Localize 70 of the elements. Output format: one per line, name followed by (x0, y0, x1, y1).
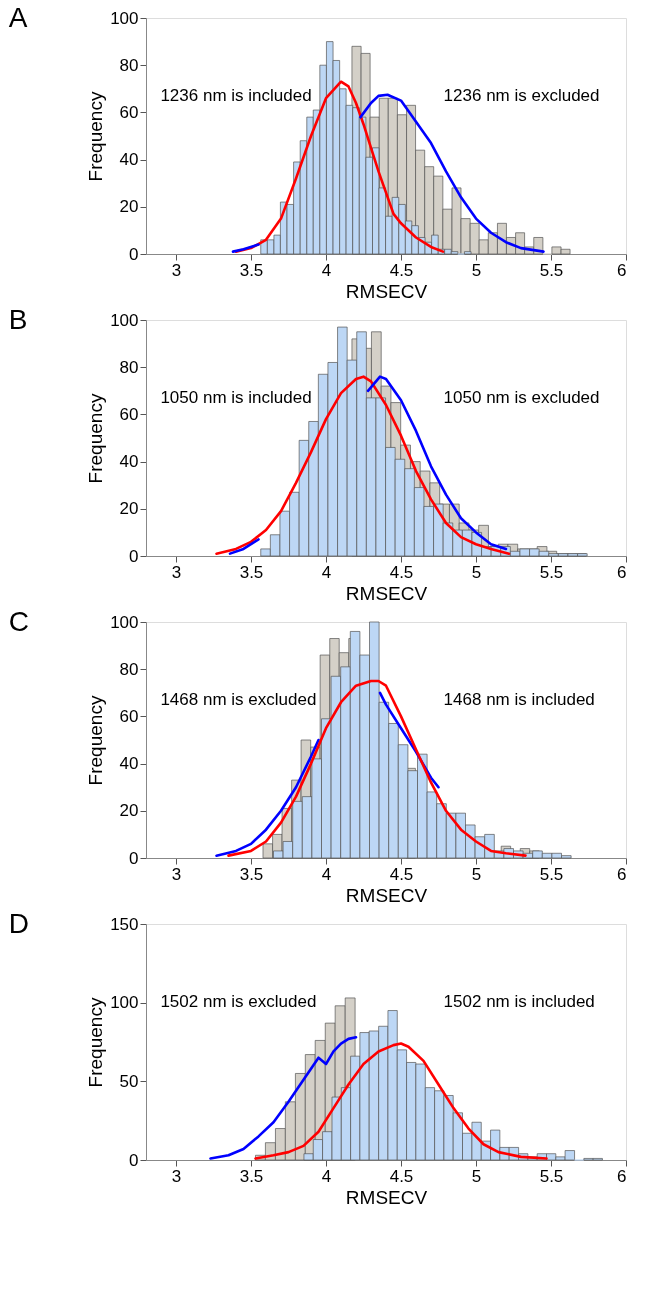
y-tick-label: 20 (119, 499, 139, 519)
y-tick-label: 0 (129, 546, 139, 566)
x-tick-label: 5.5 (539, 260, 564, 280)
x-tick-label: 4 (321, 562, 332, 582)
x-axis-title: RMSECV (345, 582, 428, 604)
y-axis-title: Frequency (85, 695, 107, 786)
y-tick-label: 0 (129, 848, 139, 868)
x-tick-label: 5 (471, 562, 482, 582)
y-axis-title: Frequency (85, 997, 107, 1088)
y-tick-label: 20 (119, 197, 139, 217)
x-tick-label: 4.5 (389, 562, 414, 582)
y-tick-label: 60 (119, 102, 139, 122)
annotation: 1236 nm is excluded (443, 85, 600, 105)
y-tick-label: 20 (119, 801, 139, 821)
x-tick-label: 3.5 (239, 1166, 264, 1186)
x-tick-label: 3.5 (239, 260, 264, 280)
y-tick-label: 40 (119, 150, 139, 170)
x-tick-label: 6 (617, 864, 627, 884)
y-axis-title: Frequency (85, 393, 107, 484)
x-tick-label: 6 (617, 562, 627, 582)
x-tick-label: 3.5 (239, 864, 264, 884)
x-tick-label: 6 (617, 260, 627, 280)
x-tick-label: 4 (321, 1166, 332, 1186)
y-tick-label: 100 (110, 612, 139, 632)
y-tick-label: 0 (129, 1150, 139, 1170)
chart-title: D (8, 908, 29, 939)
x-tick-label: 4.5 (389, 260, 414, 280)
y-tick-label: 80 (119, 357, 139, 377)
y-tick-label: 100 (110, 8, 139, 28)
y-tick-label: 60 (119, 706, 139, 726)
annotation: 1468 nm is included (443, 689, 595, 709)
x-tick-label: 5 (471, 1166, 482, 1186)
chart-title: C (8, 606, 29, 637)
x-tick-label: 4.5 (389, 864, 414, 884)
x-tick-label: 3 (171, 562, 182, 582)
y-tick-label: 100 (110, 310, 139, 330)
x-tick-label: 5.5 (539, 1166, 564, 1186)
x-tick-label: 3.5 (239, 562, 264, 582)
x-tick-label: 5 (471, 864, 482, 884)
x-axis-title: RMSECV (345, 1186, 428, 1208)
y-tick-label: 80 (119, 55, 139, 75)
x-tick-label: 5 (471, 260, 482, 280)
x-tick-label: 5.5 (539, 562, 564, 582)
annotation: 1502 nm is included (443, 991, 595, 1011)
x-tick-label: 5.5 (539, 864, 564, 884)
chart-title: B (8, 304, 28, 335)
y-tick-label: 40 (119, 452, 139, 472)
annotation: 1050 nm is included (160, 387, 312, 407)
y-tick-label: 80 (119, 659, 139, 679)
x-tick-label: 3 (171, 864, 182, 884)
annotation: 1468 nm is excluded (160, 689, 317, 709)
x-tick-label: 4 (321, 260, 332, 280)
y-tick-label: 150 (110, 914, 139, 934)
x-tick-label: 4 (321, 864, 332, 884)
annotation: 1050 nm is excluded (443, 387, 600, 407)
y-axis-title: Frequency (85, 91, 107, 182)
x-tick-label: 3 (171, 260, 182, 280)
y-tick-label: 100 (110, 993, 139, 1013)
x-axis-title: RMSECV (345, 280, 428, 302)
y-tick-label: 0 (129, 244, 139, 264)
x-axis-title: RMSECV (345, 884, 428, 906)
chart-title: A (8, 2, 28, 33)
annotation: 1502 nm is excluded (160, 991, 317, 1011)
x-tick-label: 3 (171, 1166, 182, 1186)
y-tick-label: 60 (119, 404, 139, 424)
x-tick-label: 6 (617, 1166, 627, 1186)
y-tick-label: 50 (119, 1071, 139, 1091)
annotation: 1236 nm is included (160, 85, 312, 105)
y-tick-label: 40 (119, 754, 139, 774)
x-tick-label: 4.5 (389, 1166, 414, 1186)
